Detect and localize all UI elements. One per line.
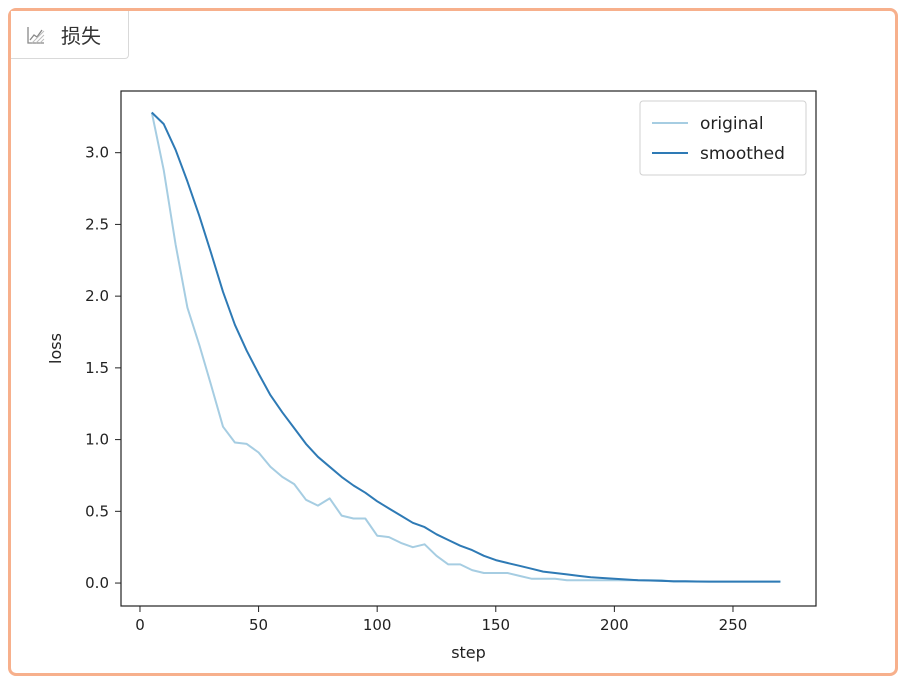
tab-label: 损失 [61, 24, 101, 48]
y-tick-label: 1.0 [85, 431, 109, 449]
y-tick-label: 2.5 [85, 215, 109, 233]
x-tick-label: 150 [481, 616, 510, 634]
plot-frame [120, 90, 817, 607]
y-tick-label: 1.5 [85, 359, 109, 377]
x-tick-label: 0 [135, 616, 145, 634]
x-axis-label: step [451, 643, 486, 662]
y-tick-label: 3.0 [85, 144, 109, 162]
x-tick-label: 250 [719, 616, 748, 634]
x-tick-label: 100 [363, 616, 392, 634]
y-tick-label: 0.0 [85, 574, 109, 592]
loss-chart: 0 50 100 150 200 250 0.0 0.5 1.0 1.5 2.0 2.5 3.0 step… [46, 90, 817, 662]
series-line-smoothed [151, 111, 781, 583]
chart-line-icon [27, 26, 45, 44]
legend-box [639, 100, 807, 176]
legend-label-original: original [700, 114, 764, 134]
x-tick-label: 200 [600, 616, 629, 634]
y-tick-label: 2.0 [85, 287, 109, 305]
y-axis-label: loss [46, 333, 65, 364]
chart-panel: 损失 0 50 100 150 200 250 0.0 0.5 1.0 1.5 2.0 2.5 3.0 s… [8, 8, 898, 676]
legend-label-smoothed: smoothed [700, 144, 785, 164]
x-tick-label: 50 [249, 616, 268, 634]
y-tick-label: 0.5 [85, 502, 109, 520]
chart-tab[interactable]: 损失 [11, 11, 129, 59]
